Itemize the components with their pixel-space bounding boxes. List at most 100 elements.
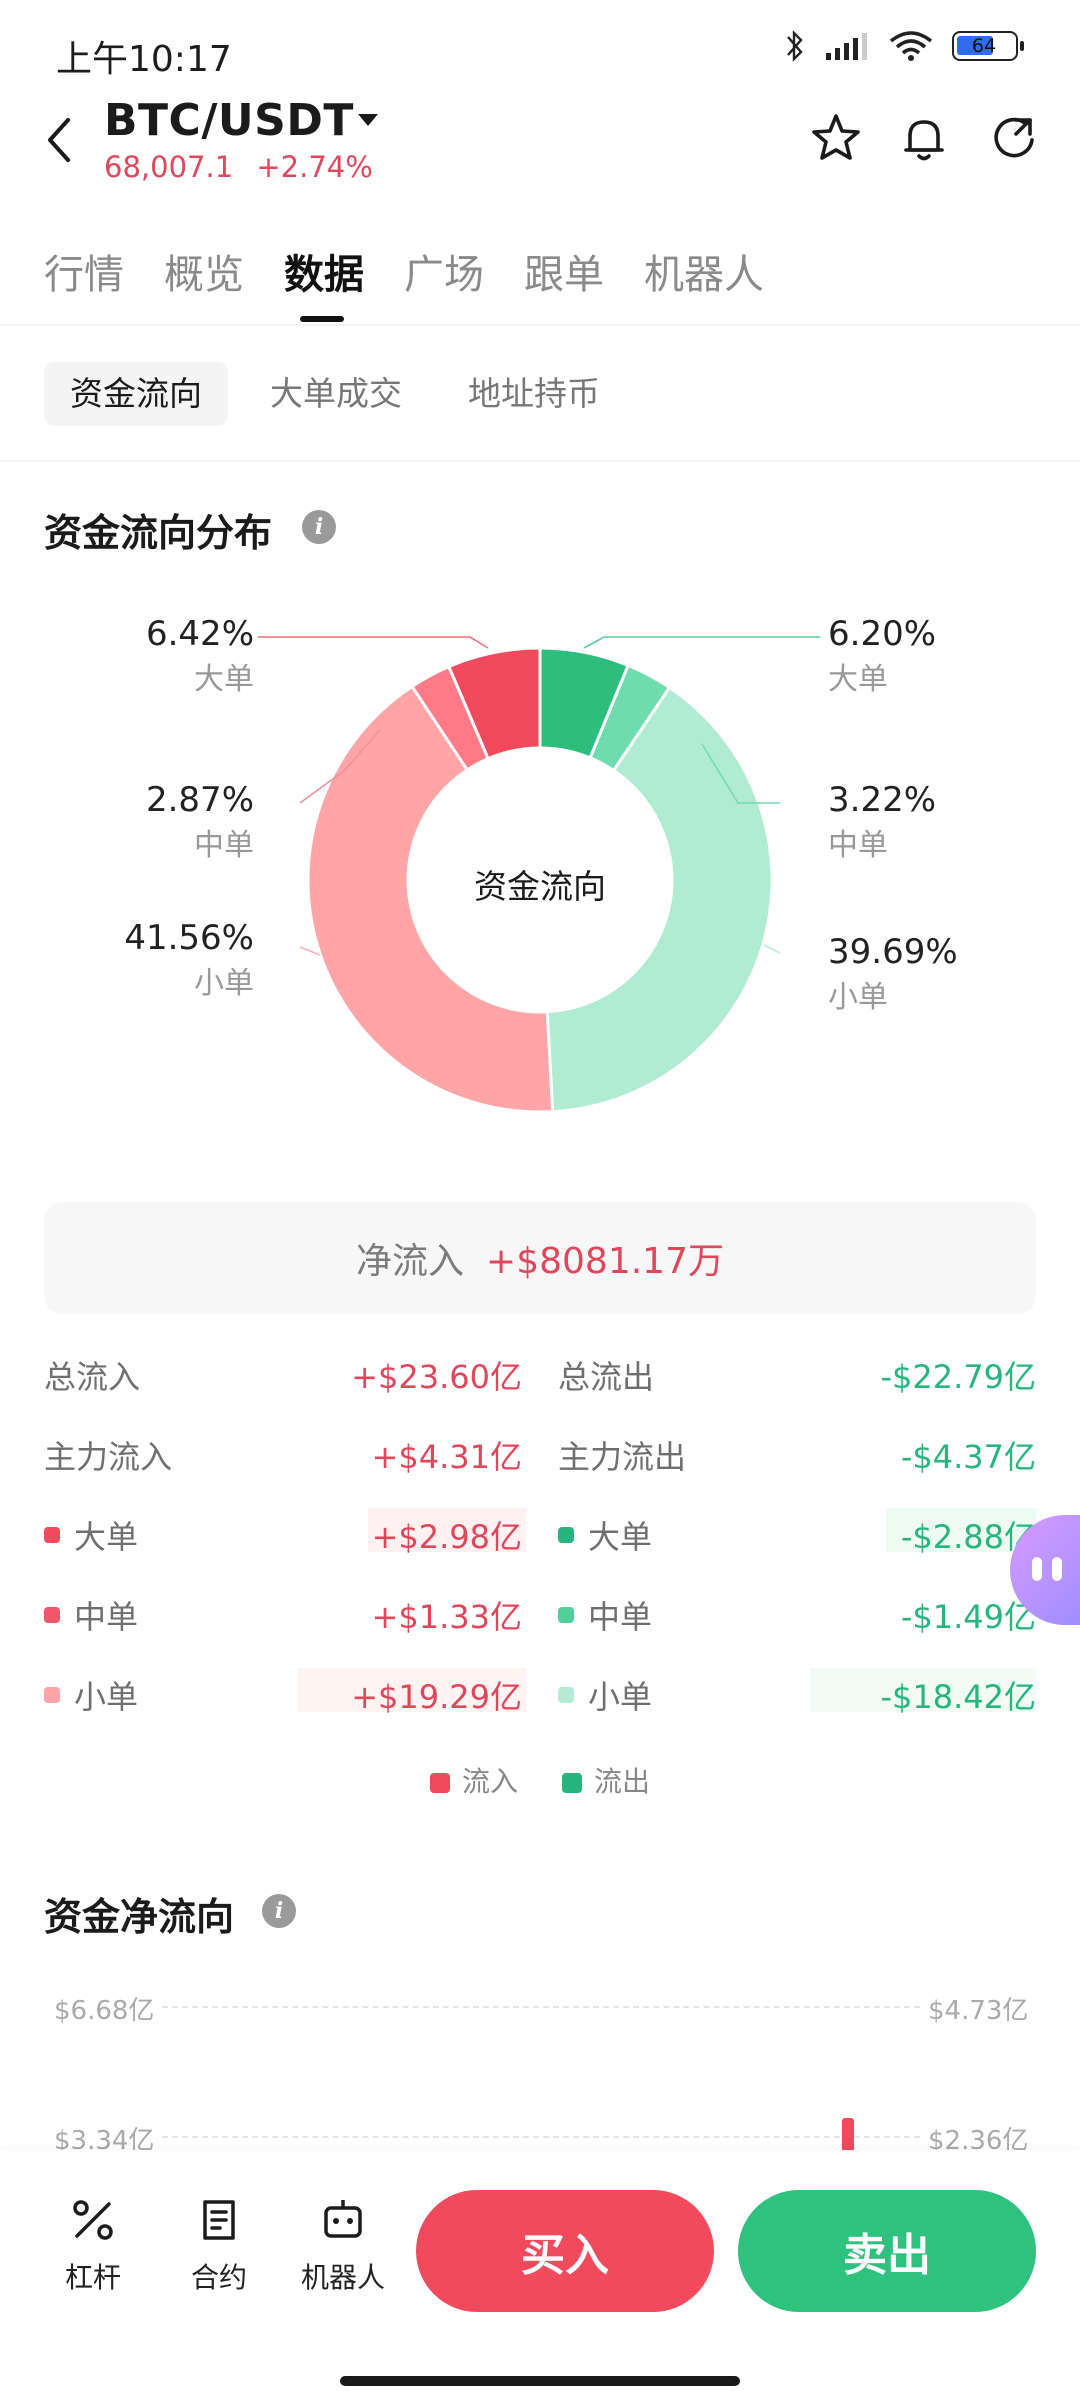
gridline-mid: [162, 2136, 920, 2138]
battery-icon: 64: [952, 31, 1024, 61]
leverage-button[interactable]: 杠杆: [38, 2196, 148, 2296]
alert-bell-icon[interactable]: [896, 110, 952, 166]
large-inflow-value: +$2.98亿: [371, 1518, 522, 1556]
small-outflow-label-text: 小单: [588, 1678, 653, 1716]
distribution-donut-chart: [258, 636, 820, 1114]
net-inflow-box: 净流入 +$8081.17万: [44, 1202, 1036, 1314]
main-inflow-value: +$4.31亿: [371, 1438, 522, 1476]
outflow-small-type: 小单: [828, 980, 888, 1015]
tab-market[interactable]: 行情: [44, 252, 124, 298]
net-flow-bar: [842, 2118, 854, 2158]
net-inflow-value: +$8081.17万: [486, 1241, 724, 1282]
inflow-large-label: 6.42% 大单: [120, 614, 254, 698]
buy-button[interactable]: 买入: [416, 2190, 714, 2312]
signal-icon: [826, 33, 867, 60]
bluetooth-icon: [787, 30, 803, 62]
inflow-large-type: 大单: [194, 662, 254, 697]
medium-outflow-dot: [558, 1607, 574, 1623]
medium-inflow-label: 中单: [44, 1592, 138, 1638]
inflow-small-type: 小单: [194, 966, 254, 1001]
contract-button[interactable]: 合约: [164, 2196, 274, 2296]
subtab-fund-flow[interactable]: 资金流向: [44, 362, 228, 426]
small-outflow-label: 小单: [558, 1672, 652, 1718]
main-tabs: 行情 概览 数据 广场 跟单 机器人: [44, 242, 764, 300]
share-icon[interactable]: [986, 110, 1042, 166]
tab-overview[interactable]: 概览: [164, 252, 244, 298]
medium-outflow-label-text: 中单: [588, 1598, 653, 1636]
tabs-divider: [0, 324, 1080, 326]
inflow-medium-type: 中单: [194, 828, 254, 863]
robot-button[interactable]: 机器人: [288, 2196, 398, 2296]
contract-label: 合约: [190, 2261, 247, 2294]
tab-square[interactable]: 广场: [404, 252, 484, 298]
total-outflow-value: -$22.79亿: [880, 1358, 1036, 1396]
tab-copy-trading[interactable]: 跟单: [524, 252, 604, 298]
large-outflow-bar: [886, 1508, 1036, 1552]
total-inflow-label: 总流入: [44, 1358, 141, 1396]
status-icons: 64: [784, 28, 1024, 64]
sell-button[interactable]: 卖出: [738, 2190, 1036, 2312]
main-outflow-value: -$4.37亿: [900, 1438, 1036, 1476]
caret-down-icon[interactable]: [356, 110, 380, 130]
net-flow-title: 资金净流向: [44, 1895, 235, 1939]
robot-icon: [324, 2200, 362, 2238]
subtab-large-trades[interactable]: 大单成交: [270, 374, 402, 413]
large-outflow-label-text: 大单: [588, 1518, 653, 1556]
donut-slice-inflow-small: [306, 684, 555, 1114]
small-outflow-bar: [810, 1668, 1036, 1712]
inflow-medium-pct: 2.87%: [145, 780, 254, 820]
donut-slice-outflow-small: [545, 685, 774, 1114]
outflow-medium-label: 3.22% 中单: [828, 780, 936, 864]
status-time: 上午10:17: [56, 39, 232, 80]
small-inflow-dot: [44, 1687, 60, 1703]
legend-inflow: 流入: [429, 1760, 518, 1800]
price-change: +2.74%: [256, 150, 373, 184]
home-indicator: [340, 2376, 740, 2386]
outflow-large-type: 大单: [828, 662, 888, 697]
outflow-medium-type: 中单: [828, 828, 888, 863]
medium-outflow-label: 中单: [558, 1592, 652, 1638]
outflow-large-label: 6.20% 大单: [828, 614, 936, 698]
small-outflow-value: -$18.42亿: [880, 1678, 1036, 1716]
total-outflow-label: 总流出: [558, 1358, 655, 1396]
large-outflow-dot: [558, 1527, 574, 1543]
tab-data[interactable]: 数据: [284, 252, 364, 298]
inflow-small-pct: 41.56%: [124, 918, 254, 958]
legend-outflow-text: 流出: [594, 1765, 651, 1798]
favorite-star-icon[interactable]: [808, 110, 864, 166]
right-axis-label-top: $4.73亿: [928, 1996, 1029, 2026]
small-inflow-label: 小单: [44, 1672, 138, 1718]
legend-outflow: 流出: [562, 1760, 650, 1800]
small-inflow-label-text: 小单: [74, 1678, 139, 1716]
outflow-medium-pct: 3.22%: [828, 780, 937, 820]
medium-outflow-value: -$1.49亿: [900, 1598, 1036, 1636]
robot-label: 机器人: [300, 2261, 385, 2294]
large-inflow-dot: [44, 1527, 60, 1543]
battery-level: 64: [971, 35, 997, 57]
active-tab-indicator: [300, 316, 344, 322]
small-inflow-value: +$19.29亿: [351, 1678, 522, 1716]
inflow-large-pct: 6.42%: [145, 614, 254, 654]
medium-inflow-dot: [44, 1607, 60, 1623]
back-arrow-icon[interactable]: [40, 110, 80, 170]
subtab-address-holdings[interactable]: 地址持币: [468, 374, 600, 413]
gridline-top: [162, 2006, 920, 2008]
large-outflow-label: 大单: [558, 1512, 652, 1558]
info-icon[interactable]: i: [262, 1894, 296, 1928]
flow-legend: 流入 流出: [0, 1760, 1080, 1800]
large-inflow-label-text: 大单: [74, 1518, 139, 1556]
distribution-title: 资金流向分布: [44, 511, 273, 555]
small-outflow-dot: [558, 1687, 574, 1703]
left-axis-label-top: $6.68亿: [54, 1996, 155, 2026]
main-inflow-label: 主力流入: [44, 1438, 173, 1476]
total-inflow-value: +$23.60亿: [351, 1358, 522, 1396]
last-price: 68,007.1: [104, 150, 234, 184]
price-line: 68,007.1 +2.74%: [104, 150, 373, 184]
donut-slice-inflow-large: [446, 646, 542, 761]
tab-bot[interactable]: 机器人: [644, 252, 764, 298]
trading-pair-selector[interactable]: BTC/USDT: [104, 95, 354, 146]
large-inflow-bar: [368, 1508, 526, 1552]
contract-icon: [203, 2200, 235, 2240]
outflow-small-label: 39.69% 小单: [828, 932, 958, 1016]
info-icon[interactable]: i: [302, 510, 336, 544]
